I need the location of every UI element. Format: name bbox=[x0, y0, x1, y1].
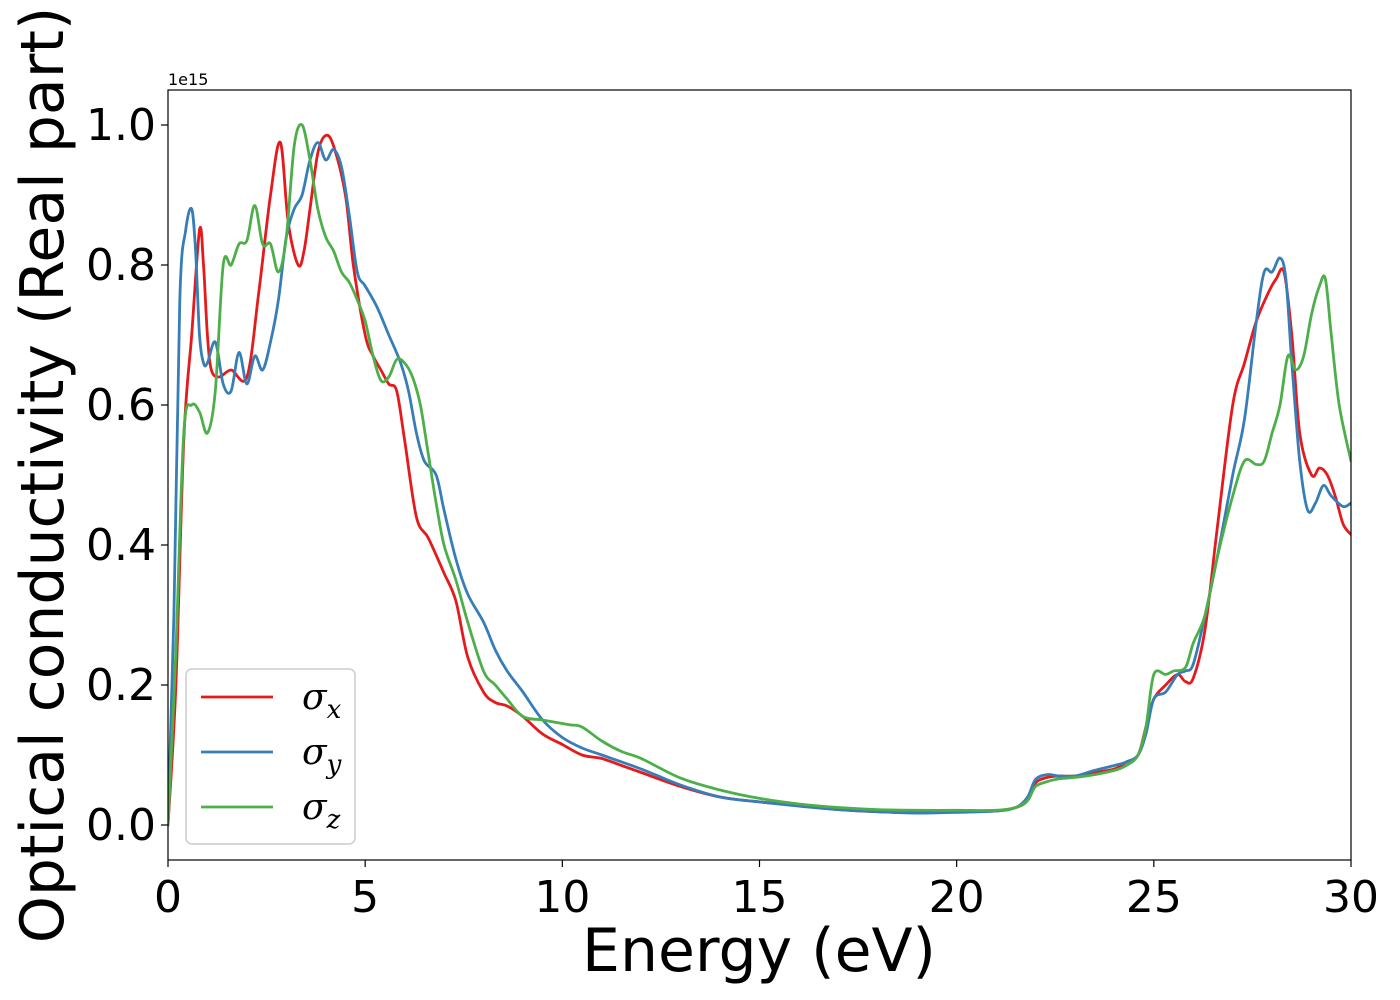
y-tick-label: 0.6 bbox=[86, 380, 156, 431]
y-tick-label: 0.0 bbox=[86, 800, 156, 851]
y-offset-label: 1e15 bbox=[168, 70, 208, 89]
series-layer bbox=[168, 123, 1351, 827]
legend-symbol: σ bbox=[302, 732, 328, 773]
legend-symbol: σ bbox=[302, 677, 328, 718]
x-tick-label: 10 bbox=[534, 872, 590, 923]
series-line-z bbox=[168, 123, 1351, 827]
x-tick-label: 5 bbox=[351, 872, 379, 923]
series-line-x bbox=[168, 133, 1351, 827]
legend-label-x: σx bbox=[302, 677, 342, 725]
legend-box bbox=[185, 668, 356, 845]
series-line-y bbox=[168, 141, 1351, 827]
x-tick-label: 0 bbox=[154, 872, 182, 923]
legend-subscript: y bbox=[326, 750, 342, 780]
legend-label-y: σy bbox=[302, 732, 342, 780]
x-tick-label: 30 bbox=[1323, 872, 1379, 923]
y-tick-label: 0.4 bbox=[86, 520, 156, 571]
legend-subscript: x bbox=[327, 695, 342, 725]
legend-label-z: σz bbox=[302, 787, 341, 835]
x-tick-label: 25 bbox=[1126, 872, 1182, 923]
x-tick-label: 20 bbox=[929, 872, 985, 923]
y-tick-label: 0.2 bbox=[86, 660, 156, 711]
y-axis-title: Optical conductivity (Real part) bbox=[8, 7, 78, 944]
legend-symbol: σ bbox=[302, 787, 328, 828]
plot-area bbox=[168, 90, 1351, 860]
legend-subscript: z bbox=[326, 805, 341, 835]
y-tick-label: 1.0 bbox=[86, 100, 156, 151]
y-axis-ticks: 0.0 0.2 0.4 0.6 0.8 1.0 bbox=[86, 100, 168, 851]
x-tick-label: 15 bbox=[732, 872, 788, 923]
y-tick-label: 0.8 bbox=[86, 240, 156, 291]
x-axis-title: Energy (eV) bbox=[582, 916, 936, 986]
x-axis-ticks: 0 5 10 15 20 25 30 bbox=[154, 860, 1379, 923]
